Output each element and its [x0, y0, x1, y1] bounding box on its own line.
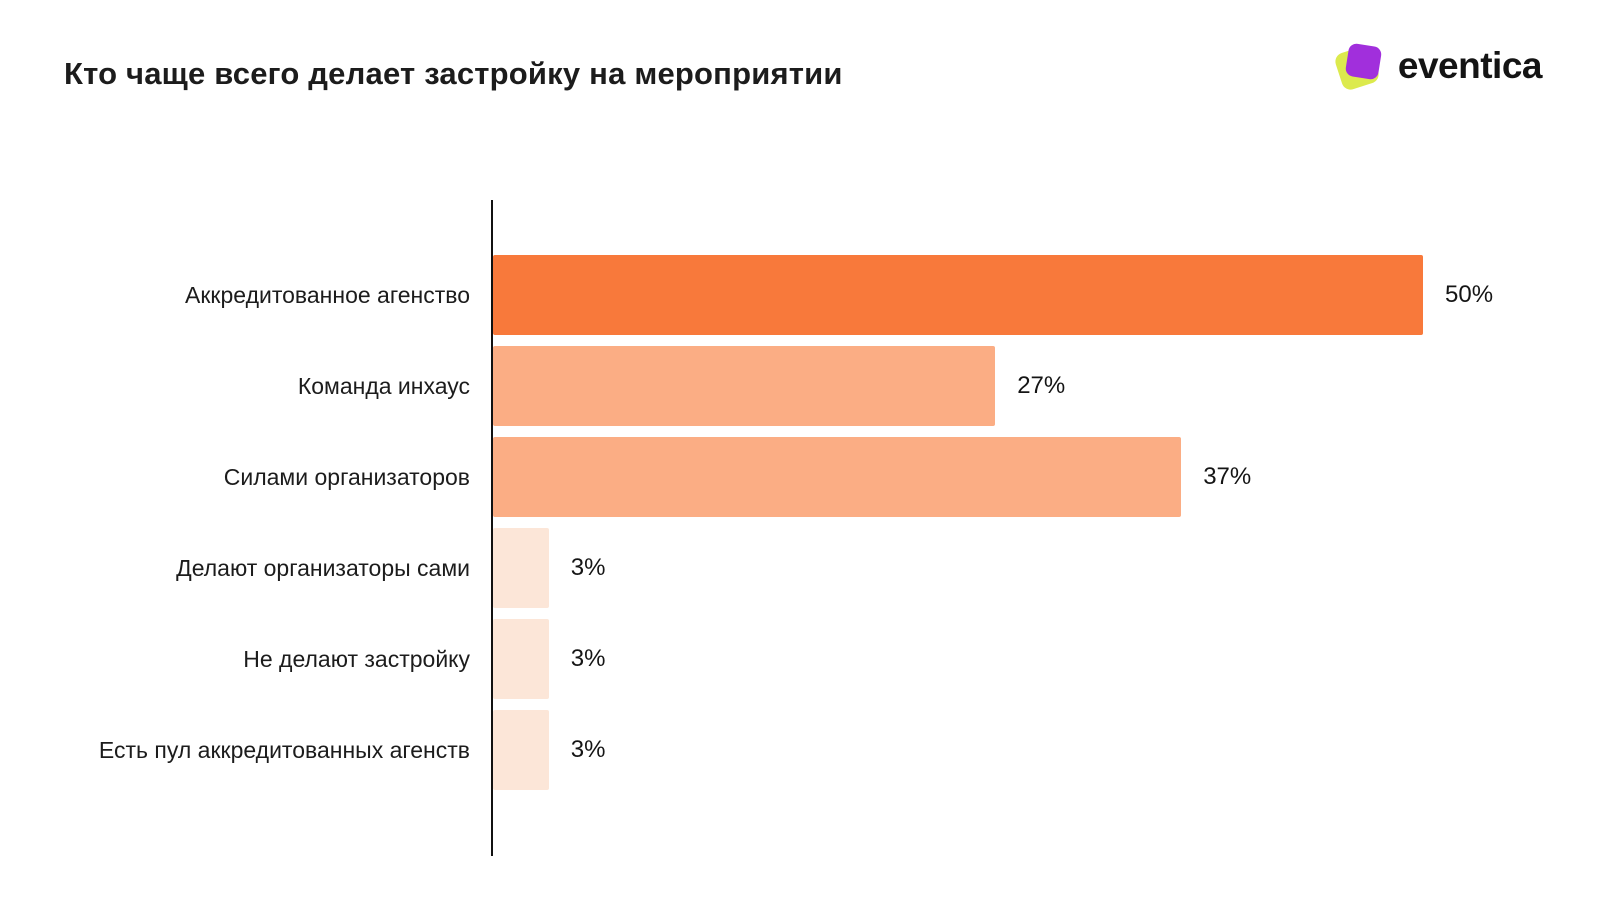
chart-axis-line [491, 200, 493, 856]
category-label: Аккредитованное агенство [185, 281, 470, 308]
bar-area: 37% [493, 437, 1600, 517]
logo-purple-shape [1344, 42, 1383, 81]
logo: eventica [1332, 42, 1543, 92]
bar-2 [493, 437, 1182, 517]
chart-row: Команда инхаус 27% [0, 346, 1600, 426]
bar-3 [493, 528, 549, 608]
bar-chart: Аккредитованное агенство 50% Команда инхау… [0, 255, 1600, 801]
value-label: 3% [570, 645, 606, 672]
bar-area: 3% [493, 528, 1600, 608]
chart-row: Делают организаторы сами 3% [0, 528, 1600, 608]
bar-4 [493, 619, 549, 699]
value-label: 37% [1203, 463, 1252, 490]
chart-row: Не делают застройку 3% [0, 619, 1600, 699]
category-label: Есть пул аккредитованных агенств [98, 736, 470, 763]
bar-area: 27% [493, 346, 1600, 426]
logo-text: eventica [1397, 45, 1543, 86]
category-label: Не делают застройку [243, 645, 470, 672]
chart-row: Есть пул аккредитованных агенств 3% [0, 710, 1600, 790]
value-label: 3% [570, 554, 606, 581]
eventica-logo-icon [1332, 42, 1386, 92]
bar-area: 50% [493, 255, 1600, 335]
value-label: 50% [1445, 281, 1494, 308]
category-label: Делают организаторы сами [176, 554, 470, 581]
chart-row: Аккредитованное агенство 50% [0, 255, 1600, 335]
category-label: Силами организаторов [223, 463, 470, 490]
value-label: 27% [1017, 372, 1066, 399]
bar-5 [493, 710, 549, 790]
bar-area: 3% [493, 710, 1600, 790]
page-title: Кто чаще всего делает застройку на мероп… [64, 56, 843, 91]
value-label: 3% [570, 736, 606, 763]
bar-1 [493, 346, 996, 426]
category-label: Команда инхаус [297, 372, 470, 399]
chart-row: Силами организаторов 37% [0, 437, 1600, 517]
bar-0 [493, 255, 1423, 335]
bar-area: 3% [493, 619, 1600, 699]
